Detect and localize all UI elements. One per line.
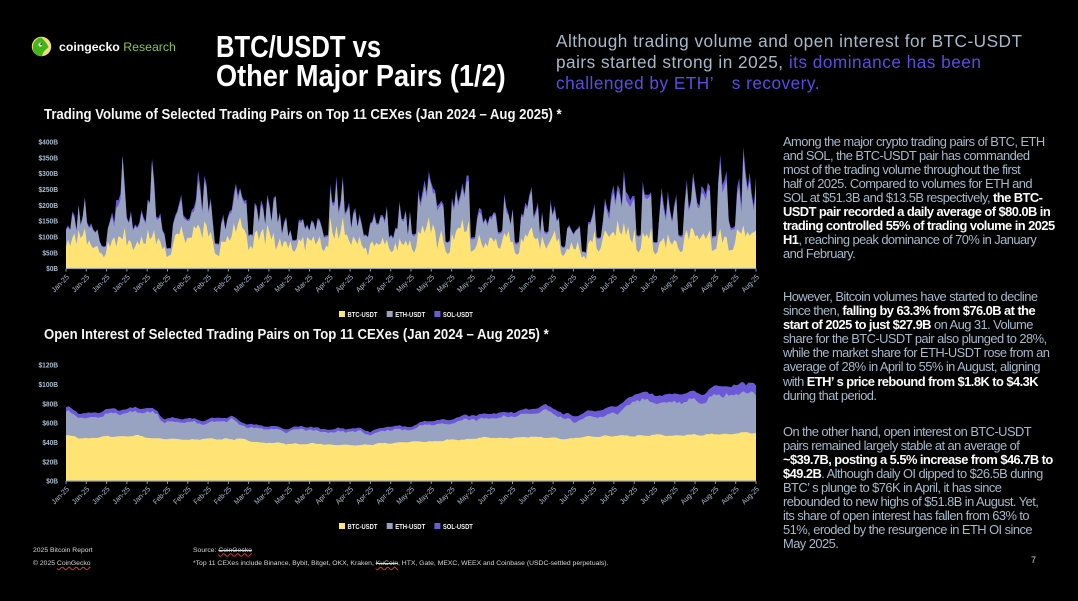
- svg-text:Jun-25: Jun-25: [496, 485, 518, 507]
- svg-text:$40B: $40B: [42, 438, 58, 447]
- svg-text:$0B: $0B: [46, 477, 58, 486]
- svg-text:Feb-25: Feb-25: [191, 485, 213, 507]
- svg-text:Aug-25: Aug-25: [719, 273, 741, 295]
- svg-text:Feb-25: Feb-25: [171, 273, 193, 295]
- svg-text:ETH-USDT: ETH-USDT: [395, 310, 425, 319]
- svg-text:Feb-25: Feb-25: [212, 485, 234, 507]
- svg-text:SOL-USDT: SOL-USDT: [443, 522, 473, 531]
- svg-text:Jul-25: Jul-25: [638, 273, 660, 295]
- svg-text:$60B: $60B: [42, 419, 58, 428]
- svg-text:Mar-25: Mar-25: [293, 273, 315, 295]
- svg-text:Aug-25: Aug-25: [678, 485, 700, 507]
- svg-text:$50B: $50B: [42, 248, 58, 257]
- svg-text:Apr-25: Apr-25: [313, 485, 335, 507]
- svg-text:Mar-25: Mar-25: [252, 273, 274, 295]
- svg-text:ETH-USDT: ETH-USDT: [395, 522, 425, 531]
- svg-text:Jul-25: Jul-25: [577, 273, 599, 295]
- svg-text:Jun-25: Jun-25: [516, 273, 538, 295]
- svg-text:$200B: $200B: [39, 201, 59, 210]
- svg-text:Aug-25: Aug-25: [658, 485, 680, 507]
- svg-text:Jul-25: Jul-25: [618, 485, 640, 507]
- svg-text:Jan-25: Jan-25: [70, 485, 92, 507]
- svg-text:$400B: $400B: [39, 138, 59, 147]
- svg-text:Mar-25: Mar-25: [232, 485, 254, 507]
- svg-text:$300B: $300B: [39, 169, 59, 178]
- svg-text:Jun-25: Jun-25: [516, 485, 538, 507]
- svg-text:$100B: $100B: [39, 233, 59, 242]
- svg-text:Jun-25: Jun-25: [536, 273, 558, 295]
- svg-text:Jan-25: Jan-25: [49, 485, 71, 507]
- svg-text:Jun-25: Jun-25: [476, 273, 498, 295]
- svg-text:$120B: $120B: [39, 361, 59, 370]
- svg-text:Apr-25: Apr-25: [374, 485, 396, 507]
- svg-text:Jan-25: Jan-25: [131, 485, 153, 507]
- svg-text:May-25: May-25: [435, 485, 457, 507]
- svg-text:May-25: May-25: [394, 485, 416, 507]
- svg-text:Mar-25: Mar-25: [293, 485, 315, 507]
- svg-text:Apr-25: Apr-25: [333, 273, 355, 295]
- svg-text:Apr-25: Apr-25: [374, 273, 396, 295]
- svg-text:Jul-25: Jul-25: [618, 273, 640, 295]
- svg-text:May-25: May-25: [455, 485, 477, 507]
- svg-text:Jan-25: Jan-25: [70, 273, 92, 295]
- svg-text:$100B: $100B: [39, 380, 59, 389]
- svg-text:Jul-25: Jul-25: [577, 485, 599, 507]
- svg-text:$0B: $0B: [46, 264, 58, 273]
- svg-text:Aug-25: Aug-25: [739, 273, 761, 295]
- svg-text:$350B: $350B: [39, 153, 59, 162]
- svg-text:$20B: $20B: [42, 457, 58, 466]
- svg-text:Aug-25: Aug-25: [699, 273, 721, 295]
- svg-text:Feb-25: Feb-25: [151, 273, 173, 295]
- svg-text:Jun-25: Jun-25: [476, 485, 498, 507]
- svg-text:Jan-25: Jan-25: [90, 273, 112, 295]
- svg-text:Feb-25: Feb-25: [171, 485, 193, 507]
- svg-text:BTC-USDT: BTC-USDT: [348, 310, 378, 319]
- svg-text:Aug-25: Aug-25: [719, 485, 741, 507]
- svg-text:Mar-25: Mar-25: [252, 485, 274, 507]
- svg-text:Jan-25: Jan-25: [90, 485, 112, 507]
- svg-text:SOL-USDT: SOL-USDT: [443, 310, 473, 319]
- svg-text:Mar-25: Mar-25: [232, 273, 254, 295]
- svg-text:Jun-25: Jun-25: [496, 273, 518, 295]
- svg-text:Aug-25: Aug-25: [658, 273, 680, 295]
- svg-text:Aug-25: Aug-25: [699, 485, 721, 507]
- svg-text:Jan-25: Jan-25: [131, 273, 153, 295]
- svg-text:Feb-25: Feb-25: [212, 273, 234, 295]
- svg-text:Apr-25: Apr-25: [354, 485, 376, 507]
- svg-text:Jan-25: Jan-25: [49, 273, 71, 295]
- svg-text:Mar-25: Mar-25: [273, 485, 295, 507]
- svg-text:Apr-25: Apr-25: [354, 273, 376, 295]
- svg-text:$150B: $150B: [39, 217, 59, 226]
- svg-text:Jan-25: Jan-25: [110, 273, 132, 295]
- svg-text:May-25: May-25: [415, 273, 437, 295]
- svg-text:Feb-25: Feb-25: [191, 273, 213, 295]
- svg-text:May-25: May-25: [455, 273, 477, 295]
- svg-text:May-25: May-25: [435, 273, 457, 295]
- svg-text:Mar-25: Mar-25: [273, 273, 295, 295]
- svg-text:Jul-25: Jul-25: [597, 485, 619, 507]
- svg-text:Feb-25: Feb-25: [151, 485, 173, 507]
- svg-text:Apr-25: Apr-25: [333, 485, 355, 507]
- svg-text:Aug-25: Aug-25: [678, 273, 700, 295]
- svg-text:May-25: May-25: [394, 273, 416, 295]
- svg-text:BTC-USDT: BTC-USDT: [348, 522, 378, 531]
- svg-text:Aug-25: Aug-25: [739, 485, 761, 507]
- svg-text:Jun-25: Jun-25: [536, 485, 558, 507]
- svg-text:Apr-25: Apr-25: [313, 273, 335, 295]
- svg-text:Jul-25: Jul-25: [638, 485, 660, 507]
- svg-text:Jul-25: Jul-25: [597, 273, 619, 295]
- svg-text:Jul-25: Jul-25: [557, 273, 579, 295]
- svg-text:$80B: $80B: [42, 399, 58, 408]
- svg-text:Jul-25: Jul-25: [557, 485, 579, 507]
- svg-text:May-25: May-25: [415, 485, 437, 507]
- svg-text:$250B: $250B: [39, 185, 59, 194]
- svg-text:Jan-25: Jan-25: [110, 485, 132, 507]
